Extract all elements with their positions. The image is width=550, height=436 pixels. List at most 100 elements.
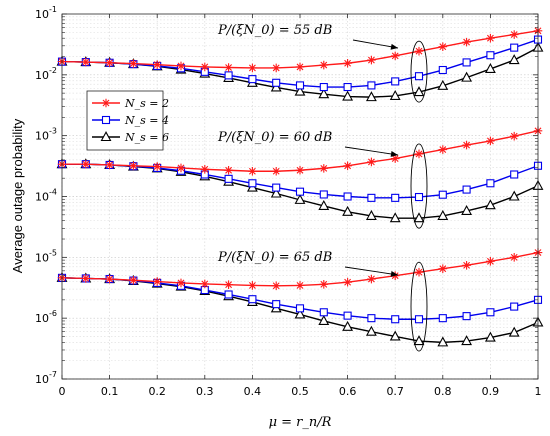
x-tick-label: 0.1: [101, 385, 119, 398]
data-point: [318, 314, 330, 326]
data-point: [413, 86, 425, 97]
data-point: [367, 314, 376, 323]
data-point: [367, 193, 376, 202]
data-point: [224, 71, 233, 80]
data-point: [200, 164, 210, 174]
data-point: [486, 33, 495, 43]
annotation-ellipse: [410, 40, 428, 103]
data-point: [271, 166, 281, 176]
y-tick-label: 10-2: [35, 66, 57, 82]
data-point: [319, 190, 328, 199]
data-point: [319, 82, 328, 92]
data-point: [462, 312, 471, 321]
y-tick-label: 10-1: [35, 5, 57, 21]
legend-label: N_s = 4: [124, 114, 169, 127]
data-point: [414, 72, 424, 81]
series-group-2-asterisk: [57, 126, 543, 176]
annotation-arrowhead: [390, 43, 398, 50]
data-point: [318, 199, 330, 210]
data-point: [508, 190, 520, 201]
data-point: [509, 30, 519, 39]
data-point: [461, 71, 473, 82]
legend-marker: [101, 115, 111, 125]
data-point: [342, 205, 354, 216]
x-axis-label: μ = r_n/R: [269, 415, 332, 430]
legend: N_s = 2 N_s = 4 N_s = 6: [86, 90, 169, 151]
data-point: [318, 88, 330, 99]
data-point: [510, 43, 519, 52]
data-point: [343, 192, 352, 201]
data-point: [224, 280, 233, 289]
data-point: [81, 159, 91, 169]
data-point: [438, 65, 447, 75]
data-point: [248, 63, 257, 73]
annotation-label: P/(ξN_0) = 65 dB: [217, 250, 332, 265]
annotation-arrow-line: [344, 266, 399, 276]
annotation-ellipse: [410, 261, 428, 352]
data-point: [271, 63, 281, 73]
data-point: [270, 187, 282, 198]
data-point: [224, 290, 233, 299]
data-point: [508, 326, 520, 337]
data-point: [248, 179, 257, 188]
data-point: [295, 187, 305, 196]
data-point: [224, 165, 233, 175]
data-point: [343, 82, 352, 92]
data-point: [105, 160, 114, 170]
data-point: [389, 212, 401, 223]
data-point: [390, 154, 400, 163]
x-tick-label: 0.3: [196, 385, 214, 398]
data-point: [462, 37, 471, 47]
data-point: [484, 62, 496, 73]
data-point: [367, 81, 376, 90]
data-point: [105, 274, 114, 284]
data-point: [462, 140, 471, 150]
data-point: [367, 55, 376, 65]
data-point: [438, 42, 448, 52]
x-tick-label: 0.2: [148, 385, 166, 398]
data-point: [437, 336, 449, 347]
data-point: [437, 79, 449, 90]
legend-entry: N_s = 6: [92, 131, 169, 144]
data-point: [343, 58, 352, 68]
data-point: [81, 57, 91, 67]
annotation-arrowhead: [390, 270, 398, 277]
data-point: [367, 274, 376, 284]
data-point: [365, 91, 377, 102]
data-point: [365, 325, 377, 336]
data-point: [295, 281, 305, 290]
data-point: [319, 60, 329, 70]
data-point: [343, 311, 352, 320]
data-point: [248, 281, 257, 290]
data-point: [391, 77, 400, 86]
data-point: [272, 300, 281, 309]
data-point: [462, 58, 471, 67]
data-point: [462, 260, 471, 270]
data-point: [295, 304, 305, 313]
data-point: [295, 165, 305, 175]
data-point: [508, 54, 520, 65]
data-point: [342, 90, 354, 101]
data-point: [294, 85, 306, 96]
annotation-arrow-line: [344, 146, 399, 156]
data-point: [200, 279, 210, 289]
data-point: [129, 59, 138, 68]
data-point: [462, 185, 471, 194]
annotation-layer: P/(ξN_0) = 55 dB P/(ξN_0) = 60 dB P/(ξN_0)…: [217, 23, 428, 352]
data-point: [438, 264, 448, 274]
data-point: [391, 315, 400, 324]
data-point: [295, 62, 305, 72]
legend-entry: N_s = 2: [92, 97, 169, 110]
x-tick-label: 0.7: [386, 385, 404, 398]
data-point: [152, 162, 162, 171]
legend-label: N_s = 6: [124, 131, 169, 144]
axis-ticks: 0 0.1 0.2 0.3 0.4 0.5 0.6 0.7 0.8 0.9 1 10-7 10-6 10-…: [35, 5, 541, 398]
data-point: [437, 209, 449, 220]
data-point: [461, 204, 473, 215]
data-point: [294, 193, 306, 204]
data-point: [414, 315, 424, 324]
y-tick-label: 10-6: [35, 309, 57, 325]
series-group-1-asterisk: [57, 26, 543, 73]
